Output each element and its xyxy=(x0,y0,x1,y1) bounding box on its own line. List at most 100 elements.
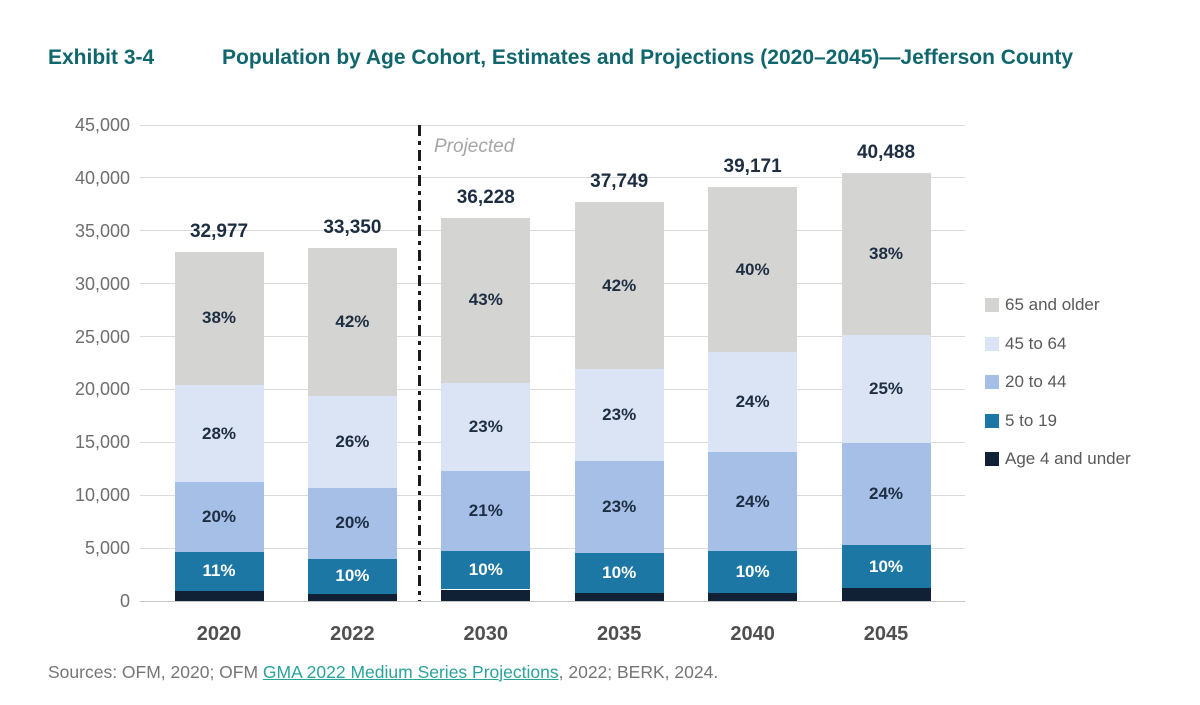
bar-segment-45-to-64-2035: 23% xyxy=(574,369,664,462)
bar-segment-20-to-44-2020: 20% xyxy=(174,482,264,553)
segment-percent-label: 20% xyxy=(335,513,370,533)
segment-percent-label: 10% xyxy=(602,563,637,583)
gridline xyxy=(140,494,965,496)
x-axis-label-2022: 2022 xyxy=(330,623,375,645)
gridline xyxy=(140,177,965,179)
y-axis-tick-label: 10,000 xyxy=(74,485,130,506)
sources-line: Sources: OFM, 2020; OFM GMA 2022 Medium … xyxy=(48,662,718,683)
bar-segment-age-4-and-under-2045 xyxy=(841,588,931,601)
bar-segment-20-to-44-2040: 24% xyxy=(708,451,798,552)
legend-item-20-to-44: 20 to 44 xyxy=(985,372,1066,392)
bar-segment-45-to-64-2030: 23% xyxy=(441,382,531,471)
bar-segment-5-to-19-2045: 10% xyxy=(841,545,931,589)
legend-item-age-4-and-under: Age 4 and under xyxy=(985,449,1131,469)
bar-segment-65-and-older-2030: 43% xyxy=(441,217,531,383)
gridline xyxy=(140,336,965,338)
y-axis-tick-label: 20,000 xyxy=(74,379,130,400)
segment-percent-label: 24% xyxy=(735,491,770,511)
segment-percent-label: 43% xyxy=(468,290,503,310)
bar-segment-20-to-44-2045: 24% xyxy=(841,442,931,546)
gridline xyxy=(140,283,965,285)
segment-percent-label: 28% xyxy=(201,423,237,443)
legend-label: 65 and older xyxy=(1005,295,1100,314)
gridline xyxy=(140,388,965,390)
y-axis-tick-label: 45,000 xyxy=(74,115,130,135)
legend-swatch-icon xyxy=(985,452,999,466)
bar-segment-5-to-19-2020: 11% xyxy=(174,552,264,591)
x-axis-label-2035: 2035 xyxy=(596,623,642,645)
y-axis-tick-label: 40,000 xyxy=(74,167,130,188)
segment-percent-label: 25% xyxy=(868,379,904,398)
segment-percent-label: 38% xyxy=(201,308,237,328)
bar-segment-age-4-and-under-2030 xyxy=(441,589,531,601)
bar-segment-age-4-and-under-2035 xyxy=(574,593,664,601)
x-axis-label-2030: 2030 xyxy=(463,623,509,645)
bar-total-label-2020: 32,977 xyxy=(189,221,249,243)
bar-segment-45-to-64-2045: 25% xyxy=(841,335,931,443)
legend-label: 20 to 44 xyxy=(1005,372,1067,391)
segment-percent-label: 10% xyxy=(468,560,503,580)
bar-segment-20-to-44-2035: 23% xyxy=(574,461,664,554)
bar-segment-5-to-19-2022: 10% xyxy=(307,558,397,594)
legend-swatch-icon xyxy=(985,298,999,312)
bar-segment-age-4-and-under-2040 xyxy=(708,592,798,601)
legend-swatch-icon xyxy=(985,336,999,351)
bar-segment-65-and-older-2020: 38% xyxy=(174,252,264,385)
legend-swatch-icon xyxy=(985,413,999,428)
x-axis-label-2045: 2045 xyxy=(863,623,909,645)
legend-swatch-icon xyxy=(985,375,999,389)
y-axis-tick-label: 15,000 xyxy=(74,432,130,453)
bar-segment-45-to-64-2022: 26% xyxy=(307,396,397,489)
sources-link[interactable]: GMA 2022 Medium Series Projections xyxy=(262,662,559,682)
projected-divider-line xyxy=(418,125,421,601)
segment-percent-label: 26% xyxy=(335,432,370,452)
bar-total-label-2022: 33,350 xyxy=(323,217,382,239)
bar-segment-65-and-older-2040: 40% xyxy=(708,186,798,353)
legend-label: 45 to 64 xyxy=(1005,333,1067,353)
segment-percent-label: 11% xyxy=(202,561,236,581)
segment-percent-label: 10% xyxy=(868,556,904,576)
y-axis-tick-label: 25,000 xyxy=(74,326,130,347)
sources-prefix: Sources: OFM, 2020; OFM xyxy=(48,662,263,682)
bar-segment-5-to-19-2040: 10% xyxy=(708,551,798,593)
x-axis-line xyxy=(140,600,965,602)
bar-segment-20-to-44-2030: 21% xyxy=(441,470,531,552)
figure-header: Exhibit 3-4 Population by Age Cohort, Es… xyxy=(48,44,1168,72)
segment-percent-label: 10% xyxy=(735,561,770,581)
segment-percent-label: 23% xyxy=(602,405,637,425)
bar-segment-65-and-older-2022: 42% xyxy=(307,248,397,397)
segment-percent-label: 42% xyxy=(602,275,637,295)
bar-segment-age-4-and-under-2022 xyxy=(307,593,397,601)
segment-percent-label: 38% xyxy=(868,244,904,264)
y-axis-tick-label: 30,000 xyxy=(74,273,130,294)
legend-label: Age 4 and under xyxy=(1005,449,1131,468)
y-axis-tick-label: 5,000 xyxy=(84,538,130,559)
segment-percent-label: 24% xyxy=(735,392,770,412)
chart-title: Population by Age Cohort, Estimates and … xyxy=(222,46,1074,69)
legend-item-65-and-older: 65 and older xyxy=(985,295,1100,315)
legend-item-5-to-19: 5 to 19 xyxy=(985,411,1057,431)
bar-total-label-2045: 40,488 xyxy=(856,141,916,163)
legend-label: 5 to 19 xyxy=(1005,410,1057,430)
bar-segment-5-to-19-2035: 10% xyxy=(574,553,664,593)
gridline xyxy=(140,124,965,126)
segment-percent-label: 20% xyxy=(201,507,237,527)
y-axis-tick-label: 35,000 xyxy=(74,220,130,241)
bar-total-label-2030: 36,228 xyxy=(456,186,515,208)
bar-segment-5-to-19-2030: 10% xyxy=(441,551,531,590)
bar-segment-20-to-44-2022: 20% xyxy=(307,488,397,559)
y-axis-tick-label: 0 xyxy=(119,591,130,611)
bar-total-label-2040: 39,171 xyxy=(723,155,782,177)
segment-percent-label: 23% xyxy=(602,497,637,517)
segment-percent-label: 21% xyxy=(468,500,503,520)
sources-suffix: , 2022; BERK, 2024. xyxy=(558,662,719,682)
segment-percent-label: 24% xyxy=(868,483,904,503)
bar-segment-65-and-older-2035: 42% xyxy=(574,201,664,370)
segment-percent-label: 42% xyxy=(335,312,370,332)
segment-percent-label: 40% xyxy=(735,259,770,279)
x-axis-label-2040: 2040 xyxy=(730,623,775,645)
legend-item-45-to-64: 45 to 64 xyxy=(985,334,1066,354)
segment-percent-label: 23% xyxy=(468,416,503,436)
